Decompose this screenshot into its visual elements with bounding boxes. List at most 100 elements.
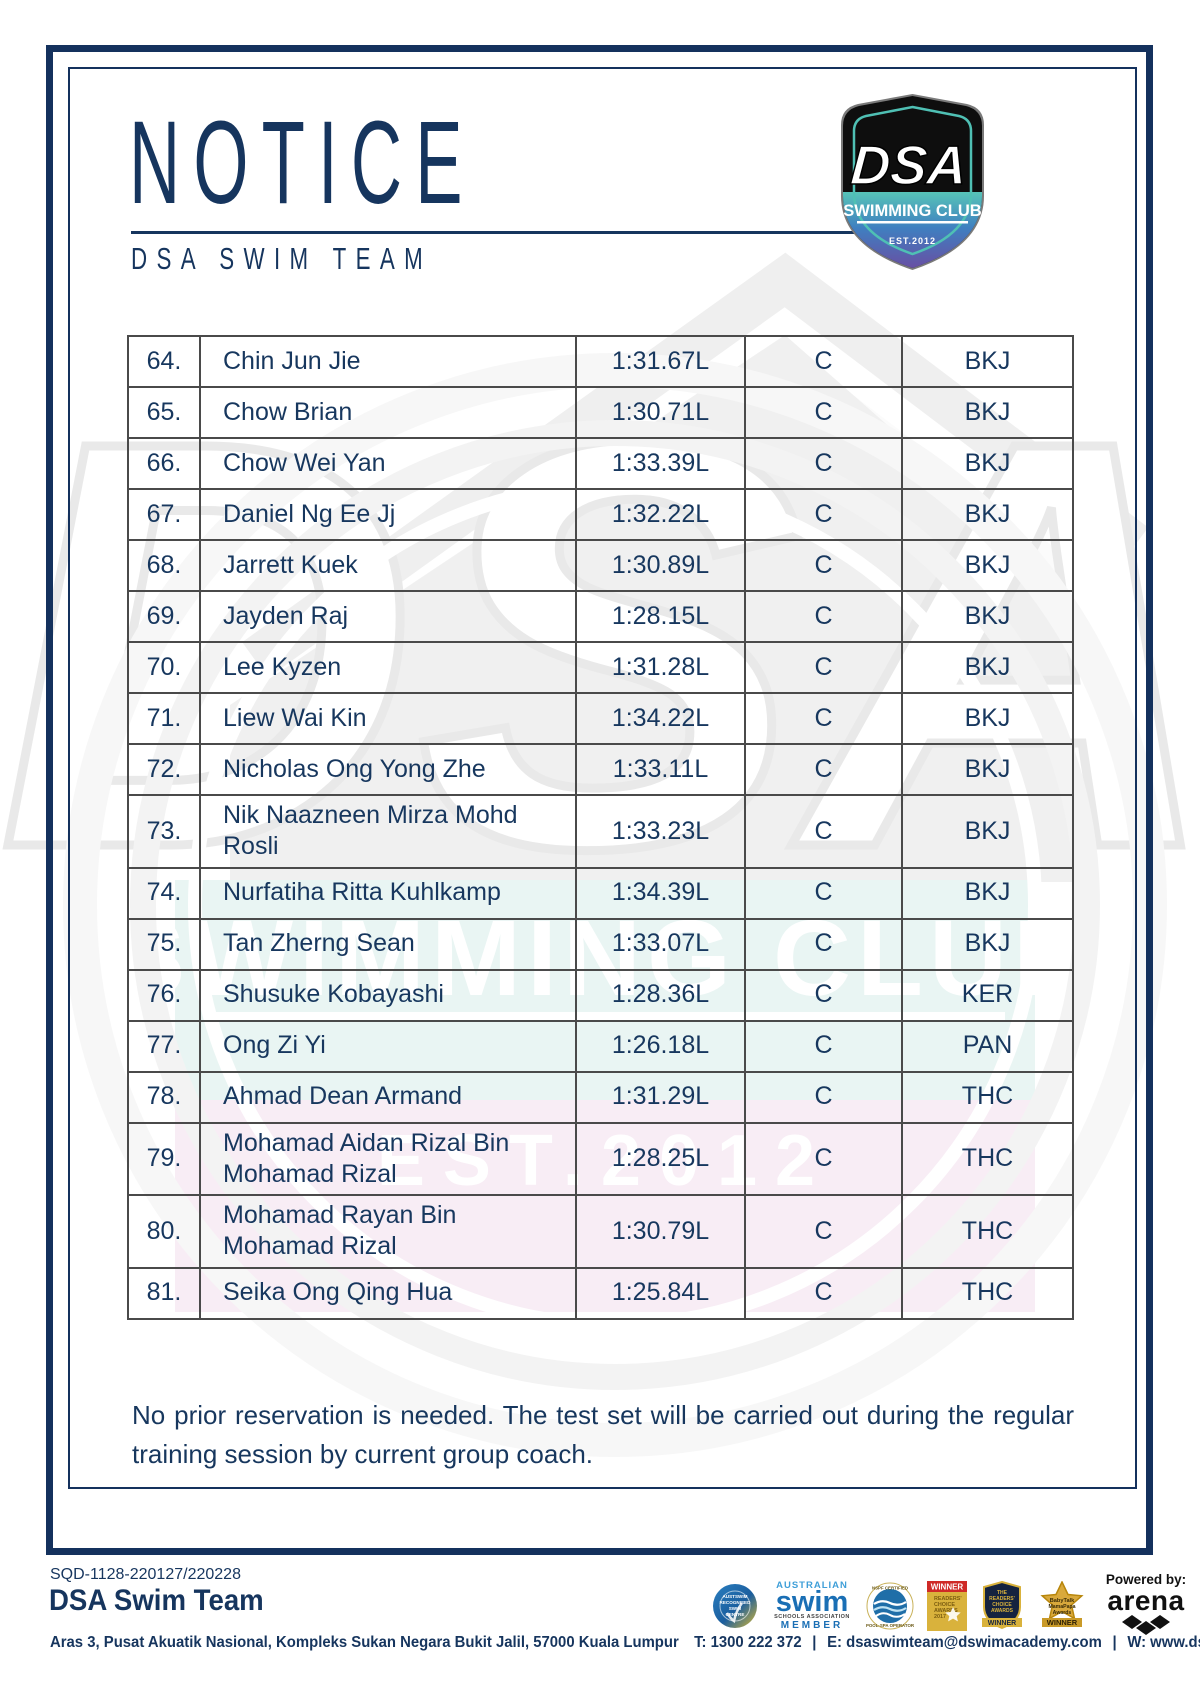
table-row: 65. Chow Brian 1:30.71L C BKJ [127,386,1074,439]
row-number: 70. [127,641,201,694]
group-code: C [744,1070,903,1124]
table-row: 73. Nik Naazneen Mirza Mohd Rosli 1:33.2… [127,794,1074,869]
group-code: C [744,1194,903,1269]
svg-text:AWARDS: AWARDS [934,1608,958,1614]
swimmer-name: Shusuke Kobayashi [199,968,577,1022]
svg-text:READERS': READERS' [989,1596,1015,1602]
club-code: BKJ [901,692,1074,745]
club-code: BKJ [901,794,1074,869]
row-number: 67. [127,488,201,541]
entry-time: 1:28.15L [575,590,746,643]
group-code: C [744,1266,903,1320]
swimmer-name: Chow Brian [199,386,577,439]
row-number: 65. [127,386,201,439]
club-code: BKJ [901,335,1074,388]
club-code: THC [901,1070,1074,1124]
table-row: 68. Jarrett Kuek 1:30.89L C BKJ [127,539,1074,592]
swimmers-table: 64. Chin Jun Jie 1:31.67L C BKJ 65. Chow… [127,335,1074,1320]
entry-time: 1:25.84L [575,1266,746,1320]
logo-club-text: SWIMMING CLUB [843,202,981,220]
readers-choice-shield-badge-icon: THE READERS' CHOICE AWARDS WINNER [982,1581,1022,1630]
swimmer-name: Ong Zi Yi [199,1019,577,1073]
swimmer-name: Lee Kyzen [199,641,577,694]
svg-text:READERS': READERS' [934,1596,962,1602]
entry-time: 1:32.22L [575,488,746,541]
svg-text:WINNER: WINNER [1047,1618,1078,1627]
austswim-badge-icon: AUSTSWIM RECOGNISED SWIM CENTRE [713,1584,757,1628]
table-row: 75. Tan Zherng Sean 1:33.07L C BKJ [127,917,1074,971]
document-code: SQD-1128-220127/220228 [50,1566,241,1583]
entry-time: 1:33.07L [575,917,746,971]
svg-text:THE: THE [997,1590,1008,1596]
babytalk-award-badge-icon: BabyTalk MamaPapa Awards WINNER [1040,1581,1084,1627]
row-number: 66. [127,437,201,490]
group-code: C [744,866,903,920]
group-code: C [744,539,903,592]
powered-by-arena: Powered by: arena [1100,1572,1192,1640]
row-number: 73. [127,794,201,869]
club-code: THC [901,1194,1074,1269]
club-code: BKJ [901,386,1074,439]
entry-time: 1:33.23L [575,794,746,869]
accreditation-badges: AUSTSWIM RECOGNISED SWIM CENTRE AUSTRALI… [712,1572,1192,1640]
swimmer-name: Mohamad Rayan Bin Mohamad Rizal [199,1194,577,1269]
arena-diamonds-icon [1122,1615,1170,1635]
row-number: 79. [127,1121,201,1196]
svg-text:MamaPapa: MamaPapa [1048,1604,1075,1610]
table-row: 78. Ahmad Dean Armand 1:31.29L C THC [127,1070,1074,1124]
powered-by-label: Powered by: [1105,1572,1187,1587]
table-row: 81. Seika Ong Qing Hua 1:25.84L C THC [127,1266,1074,1320]
separator: | [812,1634,817,1651]
row-number: 69. [127,590,201,643]
footer-team-name: DSA Swim Team [49,1584,264,1617]
club-code: KER [901,968,1074,1022]
group-code: C [744,1121,903,1196]
swimmer-name: Tan Zherng Sean [199,917,577,971]
svg-text:CHOICE: CHOICE [992,1602,1012,1608]
swimmer-name: Nik Naazneen Mirza Mohd Rosli [199,794,577,869]
row-number: 75. [127,917,201,971]
table-row: 80. Mohamad Rayan Bin Mohamad Rizal 1:30… [127,1194,1074,1269]
row-number: 64. [127,335,201,388]
club-code: BKJ [901,488,1074,541]
group-code: C [744,488,903,541]
svg-text:WINNER: WINNER [931,1583,964,1592]
table-row: 77. Ong Zi Yi 1:26.18L C PAN [127,1019,1074,1073]
svg-text:POOL·SPA OPERATOR: POOL·SPA OPERATOR [866,1623,914,1628]
page-subtitle: DSA SWIM TEAM [131,241,433,276]
entry-time: 1:30.71L [575,386,746,439]
group-code: C [744,1019,903,1073]
entry-time: 1:33.11L [575,743,746,796]
club-code: BKJ [901,917,1074,971]
swimmer-name: Ahmad Dean Armand [199,1070,577,1124]
swimmer-name: Chow Wei Yan [199,437,577,490]
row-number: 72. [127,743,201,796]
asa-member-badge: AUSTRALIAN swim SCHOOLS ASSOCIATION MEMB… [774,1579,850,1632]
swimmer-name: Liew Wai Kin [199,692,577,745]
entry-time: 1:33.39L [575,437,746,490]
footer: SQD-1128-220127/220228 DSA Swim Team Ara… [0,1560,1200,1698]
entry-time: 1:31.29L [575,1070,746,1124]
address-text: Aras 3, Pusat Akuatik Nasional, Kompleks… [50,1634,679,1651]
club-code: THC [901,1266,1074,1320]
group-code: C [744,590,903,643]
svg-text:WINNER: WINNER [988,1620,1016,1627]
table-row: 69. Jayden Raj 1:28.15L C BKJ [127,590,1074,643]
swimmer-name: Nicholas Ong Yong Zhe [199,743,577,796]
svg-text:Awards: Awards [1053,1610,1072,1616]
entry-time: 1:30.89L [575,539,746,592]
entry-time: 1:28.36L [575,968,746,1022]
swimmer-name: Seika Ong Qing Hua [199,1266,577,1320]
club-code: BKJ [901,641,1074,694]
svg-text:SWIM: SWIM [729,1606,742,1611]
club-code: BKJ [901,437,1074,490]
row-number: 71. [127,692,201,745]
note-paragraph: No prior reservation is needed. The test… [132,1400,1074,1469]
table-row: 67. Daniel Ng Ee Jj 1:32.22L C BKJ [127,488,1074,541]
group-code: C [744,917,903,971]
group-code: C [744,743,903,796]
group-code: C [744,794,903,869]
title-underline [131,231,905,234]
table-row: 76. Shusuke Kobayashi 1:28.36L C KER [127,968,1074,1022]
